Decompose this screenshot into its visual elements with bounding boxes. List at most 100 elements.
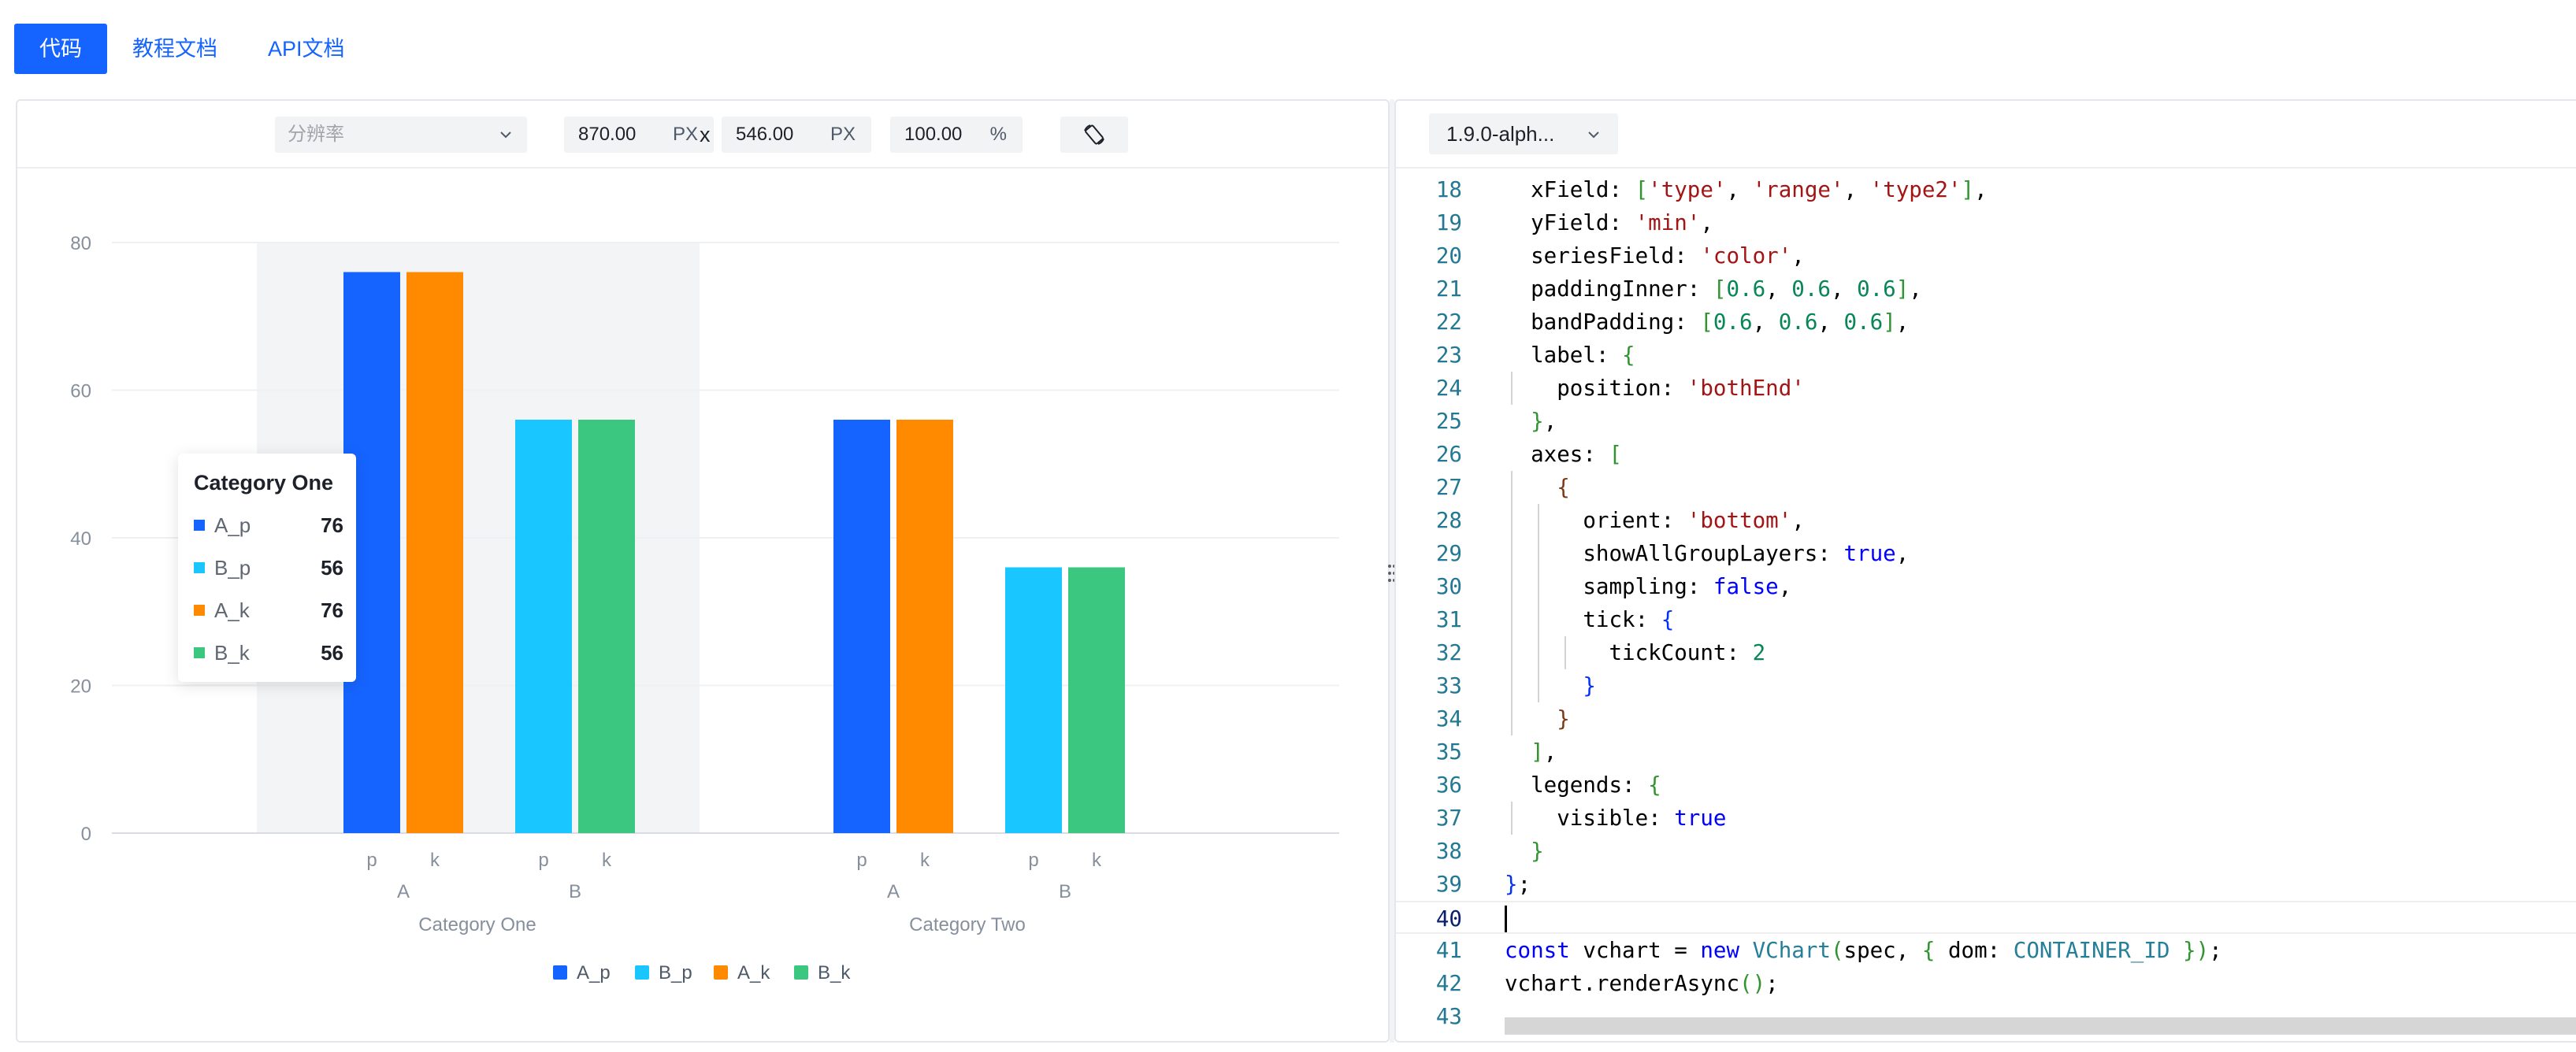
tooltip-row-value: 76 — [321, 598, 343, 622]
tooltip-row-value: 76 — [321, 513, 343, 537]
tab-tutorial-docs[interactable]: 教程文档 — [132, 37, 217, 61]
line-number: 28 — [1435, 508, 1462, 533]
code-text: } — [1531, 839, 1544, 864]
code-text: paddingInner: [0.6, 0.6, 0.6], — [1505, 276, 1922, 302]
code-text: showAllGroupLayers: true, — [1505, 541, 1910, 566]
legend-swatch — [194, 562, 205, 573]
zoom-input[interactable]: 100.00 % — [890, 117, 1023, 153]
x-tick-label: p — [856, 850, 867, 871]
line-number: 26 — [1435, 442, 1462, 467]
code-line: 18 xField: ['type', 'range', 'type2'], — [1396, 173, 2576, 206]
line-number: 21 — [1435, 276, 1462, 302]
y-tick-label: 80 — [70, 233, 91, 254]
indent-guide — [1511, 471, 1513, 735]
line-number: 39 — [1435, 872, 1462, 897]
line-number: 42 — [1435, 971, 1462, 996]
version-label: 1.9.0-alph... — [1446, 122, 1555, 146]
line-number: 24 — [1435, 376, 1462, 401]
code-line: 36 legends: { — [1396, 769, 2576, 802]
rotate-screen-icon — [1084, 124, 1104, 145]
indent-guide — [1511, 372, 1513, 405]
line-number: 41 — [1435, 938, 1462, 963]
code-text: yField: 'min', — [1505, 210, 1713, 235]
legend-item: A_p — [577, 962, 611, 983]
chart-tooltip: Category One A_p 76 B_p 56 A_k 76 — [178, 454, 356, 682]
preview-toolbar: 分辨率 870.00 PX x 546.00 PX 100.00 % — [17, 101, 1388, 169]
code-text: legends: { — [1505, 772, 1661, 798]
indent-guide — [1511, 802, 1513, 835]
height-value: 546.00 — [736, 124, 794, 145]
line-number: 37 — [1435, 806, 1462, 831]
code-text: ], — [1531, 739, 1557, 765]
text-caret — [1505, 906, 1507, 932]
zoom-value: 100.00 — [904, 124, 963, 145]
y-tick-label: 60 — [70, 381, 91, 402]
width-unit: PX — [672, 124, 698, 145]
code-line: 43 — [1396, 1000, 2576, 1033]
line-number: 43 — [1435, 1004, 1462, 1029]
tooltip-row-value: 56 — [321, 556, 343, 580]
rotate-button[interactable] — [1060, 117, 1128, 153]
line-number: 25 — [1435, 409, 1462, 434]
chevron-down-icon — [500, 132, 511, 139]
bar — [515, 420, 572, 833]
code-line: 25 }, — [1396, 405, 2576, 438]
tooltip-title: Category One — [194, 471, 334, 495]
y-tick-label: 0 — [81, 824, 91, 845]
legend-swatch — [194, 605, 205, 616]
line-number: 40 — [1435, 906, 1462, 932]
code-line: 19 yField: 'min', — [1396, 206, 2576, 239]
code-line: 24 position: 'bothEnd' — [1396, 372, 2576, 405]
legend-swatch — [635, 965, 649, 980]
bar — [1068, 567, 1125, 833]
x-tick-label: p — [366, 850, 377, 871]
width-value: 870.00 — [578, 124, 637, 145]
code-line: 20 seriesField: 'color', — [1396, 239, 2576, 272]
x-tick-label: k — [1092, 850, 1102, 871]
editor-toolbar: 1.9.0-alph... — [1396, 101, 2576, 169]
code-text: tickCount: 2 — [1505, 640, 1766, 665]
x-group-label: Category One — [418, 914, 536, 935]
code-line: 31 tick: { — [1396, 603, 2576, 636]
code-text: vchart.renderAsync(); — [1505, 971, 1779, 996]
legend-swatch — [553, 965, 567, 980]
x-range-label: A — [887, 881, 900, 902]
resolution-select[interactable]: 分辨率 — [275, 117, 527, 153]
height-input[interactable]: 546.00 PX — [722, 117, 871, 153]
code-editor[interactable]: 18 xField: ['type', 'range', 'type2'], 19… — [1396, 170, 2576, 1041]
code-text: label: { — [1505, 343, 1635, 368]
y-tick-label: 20 — [70, 676, 91, 698]
bar — [896, 420, 953, 833]
tab-api-docs[interactable]: API文档 — [268, 37, 345, 61]
code-text: const vchart = new VChart(spec, { dom: C… — [1505, 938, 2222, 963]
legend-item: B_k — [818, 962, 851, 983]
legend-swatch — [194, 520, 205, 531]
legend-item: B_p — [659, 962, 692, 983]
legend-swatch — [794, 965, 808, 980]
code-line: 37 visible: true — [1396, 802, 2576, 835]
height-unit: PX — [830, 124, 856, 145]
code-text: } — [1557, 706, 1570, 732]
code-line: 29 showAllGroupLayers: true, — [1396, 537, 2576, 570]
line-number: 31 — [1435, 607, 1462, 632]
code-text: position: 'bothEnd' — [1505, 376, 1805, 401]
times-sign: x — [700, 123, 711, 146]
line-number: 22 — [1435, 309, 1462, 335]
code-text: { — [1557, 475, 1570, 500]
width-input[interactable]: 870.00 PX — [564, 117, 714, 153]
bar — [1005, 567, 1062, 833]
code-line: 27 { — [1396, 471, 2576, 504]
line-number: 35 — [1435, 739, 1462, 765]
x-range-label: A — [397, 881, 410, 902]
horizontal-scrollbar[interactable] — [1505, 1017, 2576, 1035]
code-text: orient: 'bottom', — [1505, 508, 1805, 533]
line-number: 36 — [1435, 772, 1462, 798]
line-number: 32 — [1435, 640, 1462, 665]
bar — [406, 272, 463, 833]
tab-code[interactable]: 代码 — [14, 24, 107, 74]
code-line: 35 ], — [1396, 735, 2576, 769]
version-select[interactable]: 1.9.0-alph... — [1429, 113, 1618, 154]
tooltip-row: A_k 76 — [194, 598, 343, 622]
